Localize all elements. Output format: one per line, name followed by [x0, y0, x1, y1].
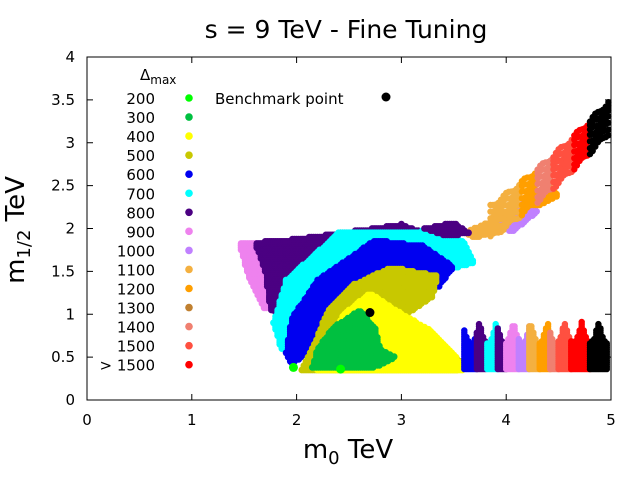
chart-title: s = 9 TeV - Fine Tuning: [205, 15, 488, 44]
plot-area: [237, 99, 612, 374]
scatter-point: [398, 220, 405, 228]
